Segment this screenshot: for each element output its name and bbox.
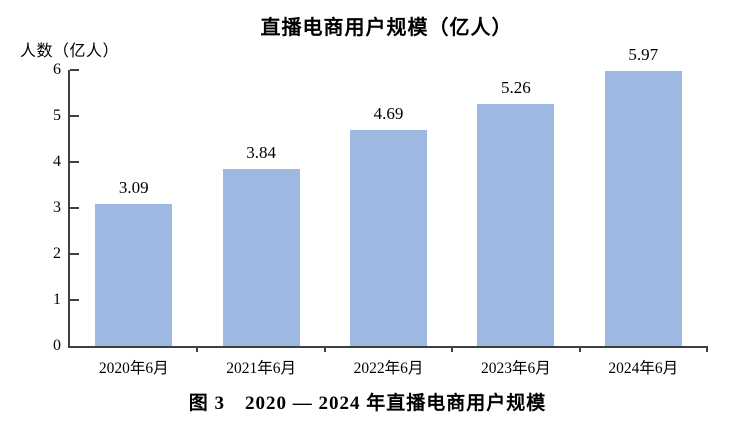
y-tick-mark — [70, 69, 79, 71]
x-category-label: 2021年6月 — [226, 360, 296, 377]
bar-value-label: 4.69 — [373, 104, 404, 124]
y-tick-mark — [70, 115, 79, 117]
bar — [222, 169, 300, 346]
y-tick-label: 2 — [53, 245, 61, 262]
bar — [477, 104, 555, 346]
y-tick-mark — [70, 299, 79, 301]
x-category-label: 2022年6月 — [353, 360, 424, 377]
x-category-label: 2024年6月 — [608, 360, 679, 377]
x-category-label: 2023年6月 — [481, 360, 551, 377]
chart-title: 直播电商用户规模（亿人） — [260, 17, 513, 39]
bar-value-label: 5.26 — [501, 78, 531, 98]
y-tick-label: 6 — [53, 61, 61, 78]
y-tick-label: 1 — [53, 291, 61, 308]
x-tick-mark — [578, 346, 581, 352]
plot-area: 0 1 2 3 4 5 6 3.09 2020年6月 3.84 2021年6月 4.69 2022年6月… — [53, 46, 708, 377]
bar — [350, 130, 427, 346]
y-axis-title: 人数（亿人） — [20, 43, 120, 60]
x-tick-mark — [451, 346, 454, 352]
bar — [95, 203, 173, 346]
y-tick-label: 4 — [53, 153, 61, 170]
bar-value-label: 3.09 — [118, 177, 149, 197]
y-tick-label: 3 — [53, 199, 61, 216]
bar — [604, 71, 682, 346]
bar-value-label: 3.84 — [246, 143, 276, 163]
y-tick-label: 0 — [53, 337, 61, 354]
figure-caption: 图 3 2020 — 2024 年直播电商用户规模 — [188, 393, 547, 414]
y-tick-mark — [70, 161, 79, 163]
x-tick-mark — [196, 346, 199, 352]
y-tick-label: 5 — [53, 107, 61, 124]
x-tick-mark — [706, 346, 708, 352]
y-tick-mark — [70, 253, 79, 255]
y-tick-mark — [70, 207, 79, 209]
x-category-label: 2020年6月 — [98, 360, 169, 377]
x-tick-mark — [323, 346, 326, 352]
bar-value-label: 5.97 — [628, 45, 659, 65]
